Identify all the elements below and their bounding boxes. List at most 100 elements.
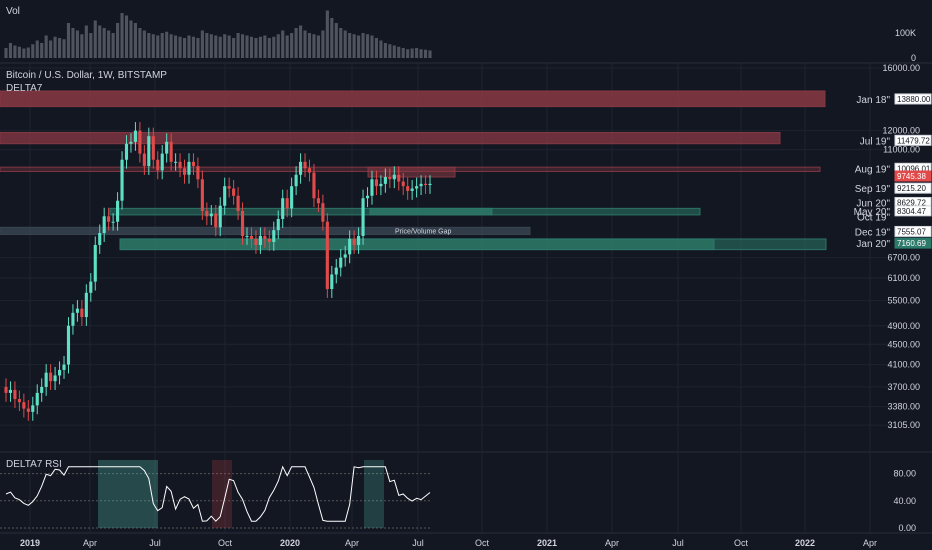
x-tick-label: Jul — [672, 538, 684, 548]
y-tick-label: 4900.00 — [887, 321, 920, 331]
x-tick-label: 2022 — [795, 538, 815, 548]
candle-body — [53, 375, 57, 382]
volume-bar — [352, 34, 356, 58]
volume-bar — [303, 30, 307, 58]
y-tick-label: 4500.00 — [887, 339, 920, 349]
volume-bar — [98, 25, 102, 58]
candle-body — [57, 369, 62, 376]
x-tick-label: 2021 — [537, 538, 557, 548]
candle-body — [174, 161, 178, 163]
volume-bar — [316, 35, 320, 58]
volume-bar — [214, 35, 218, 58]
resistance-zone — [0, 131, 781, 145]
volume-bar — [75, 30, 79, 58]
volume-bar — [89, 33, 93, 58]
volume-bar — [191, 36, 196, 58]
volume-bar — [124, 15, 129, 58]
volume-bar — [406, 49, 410, 58]
price-line-label: Jul 19" — [860, 136, 891, 147]
volume-bar — [321, 30, 325, 58]
candle-body — [13, 389, 17, 400]
candle-body — [142, 153, 146, 167]
volume-bar — [80, 34, 84, 58]
candle-body — [281, 198, 285, 219]
volume-bar — [410, 48, 414, 58]
volume-bar — [169, 34, 173, 58]
volume-bar — [263, 35, 267, 58]
volume-bar — [392, 45, 396, 58]
gap-label: Price/Volume Gap — [395, 229, 452, 236]
candle-body — [227, 186, 231, 189]
candle-body — [419, 183, 423, 187]
x-tick-label: Apr — [863, 538, 877, 548]
candle-body — [348, 238, 352, 255]
candle-body — [263, 235, 267, 239]
volume-bar — [4, 48, 8, 58]
volume-bar — [348, 33, 352, 58]
price-line-label: May 20" — [854, 207, 891, 218]
volume-bar — [62, 39, 66, 58]
price-line-value: 10096.01 — [897, 164, 931, 173]
candle-body — [102, 216, 106, 234]
volume-bar — [299, 25, 303, 58]
volume-bar — [187, 35, 191, 58]
volume-bar — [325, 10, 329, 58]
candle-body — [249, 235, 254, 239]
volume-bar — [285, 35, 289, 58]
volume-y-tick: 100K — [895, 28, 916, 38]
resistance-zone — [367, 166, 456, 178]
rsi-label: DELTA7 RSI — [6, 459, 62, 470]
rsi-y-tick: 80.00 — [893, 469, 916, 479]
x-tick-label: Apr — [345, 538, 359, 548]
candle-body — [383, 177, 387, 184]
x-tick-label: 2019 — [20, 538, 40, 548]
candle-body — [370, 179, 374, 196]
candle-body — [272, 230, 276, 242]
candle-body — [147, 136, 151, 167]
candle-body — [107, 216, 111, 222]
volume-bar — [44, 35, 48, 58]
x-tick-label: 2020 — [280, 538, 300, 548]
volume-bar — [254, 38, 258, 58]
volume-bar — [419, 49, 423, 58]
candle-body — [40, 386, 44, 393]
price-line-value: 7160.69 — [897, 239, 926, 248]
candle-body — [84, 292, 88, 318]
price-line-label: Oct 19" — [857, 212, 890, 223]
rsi-y-tick: 40.00 — [893, 496, 916, 506]
volume-bar — [249, 36, 254, 58]
candle-body — [200, 179, 204, 211]
volume-bar — [423, 49, 428, 58]
candle-body — [35, 392, 39, 406]
rsi-y-tick: 0.00 — [898, 523, 916, 533]
x-tick-label: Oct — [218, 538, 233, 548]
volume-bar — [111, 33, 115, 58]
candle-body — [258, 235, 262, 245]
volume-bar — [294, 28, 298, 58]
volume-bar — [116, 23, 120, 58]
x-tick-label: Jul — [412, 538, 424, 548]
candle-body — [80, 308, 84, 318]
rsi-highlight — [212, 460, 232, 528]
volume-bar — [236, 33, 240, 58]
volume-bar — [383, 43, 387, 58]
candle-body — [312, 172, 316, 199]
vol-label: Vol — [6, 6, 20, 17]
volume-bar — [151, 34, 155, 58]
candle-body — [303, 161, 307, 169]
price-line-label: Jan 20" — [856, 239, 890, 250]
candle-body — [165, 141, 169, 154]
volume-bar — [401, 48, 405, 58]
volume-bar — [200, 30, 204, 58]
price-line-label: Dec 19" — [855, 227, 891, 238]
candle-body — [290, 186, 294, 209]
candle-body — [124, 143, 129, 160]
candle-body — [178, 161, 182, 169]
volume-bar — [31, 44, 35, 58]
candle-body — [307, 168, 312, 173]
volume-bar — [267, 38, 271, 58]
volume-bar — [245, 35, 249, 58]
candle-body — [156, 159, 160, 171]
candle-body — [17, 399, 21, 403]
